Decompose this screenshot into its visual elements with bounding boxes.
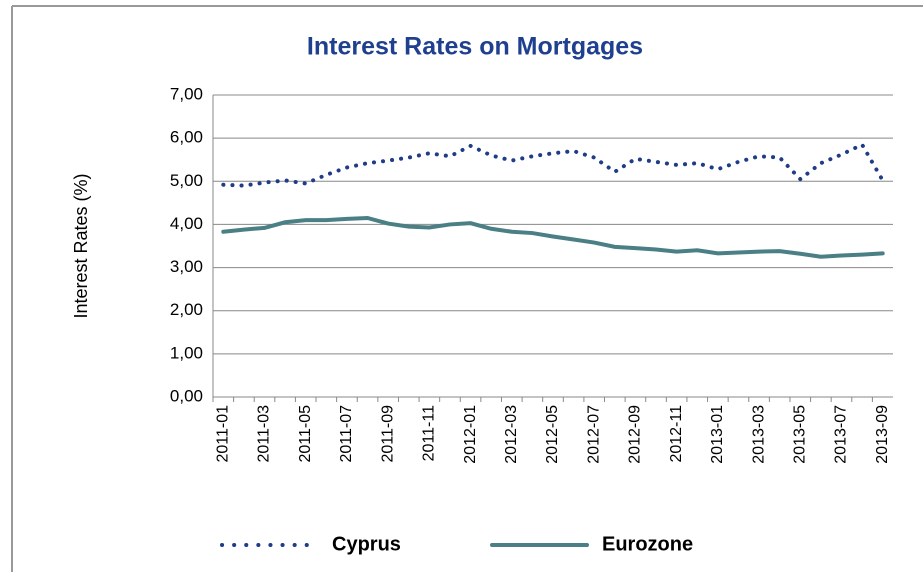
x-tick-label: 2012-11 <box>668 405 685 463</box>
x-tick-label: 2013-07 <box>833 405 850 464</box>
legend-label: Cyprus <box>332 533 401 555</box>
y-tick-label: 6,00 <box>170 128 203 147</box>
x-tick-label: 2013-09 <box>874 405 891 464</box>
x-tick-label: 2012-07 <box>585 405 602 464</box>
x-tick-label: 2012-03 <box>503 405 520 464</box>
legend-label: Eurozone <box>602 533 693 555</box>
x-tick-label: 2011-05 <box>297 405 314 463</box>
y-tick-label: 7,00 <box>170 84 203 103</box>
series-line <box>221 215 885 259</box>
x-tick-label: 2013-05 <box>791 405 808 464</box>
y-tick-label: 3,00 <box>170 257 203 276</box>
x-tick-label: 2012-01 <box>462 405 479 464</box>
series-line <box>221 142 885 188</box>
y-tick-label: 5,00 <box>170 171 203 190</box>
x-tick-label: 2013-01 <box>709 405 726 464</box>
x-tick-label: 2011-11 <box>421 405 438 461</box>
x-tick-label: 2013-03 <box>750 405 767 464</box>
x-tick-label: 2011-07 <box>338 405 355 463</box>
x-tick-label: 2012-09 <box>627 405 644 464</box>
y-axis-label: Interest Rates (%) <box>71 173 91 318</box>
x-tick-label: 2011-09 <box>379 405 396 463</box>
x-tick-label: 2011-01 <box>215 405 232 463</box>
chart-title: Interest Rates on Mortgages <box>307 33 643 61</box>
y-tick-label: 1,00 <box>170 343 203 362</box>
y-tick-label: 4,00 <box>170 214 203 233</box>
y-tick-label: 0,00 <box>170 386 203 405</box>
x-tick-label: 2011-03 <box>256 405 273 463</box>
x-tick-label: 2012-05 <box>544 405 561 464</box>
y-tick-label: 2,00 <box>170 300 203 319</box>
